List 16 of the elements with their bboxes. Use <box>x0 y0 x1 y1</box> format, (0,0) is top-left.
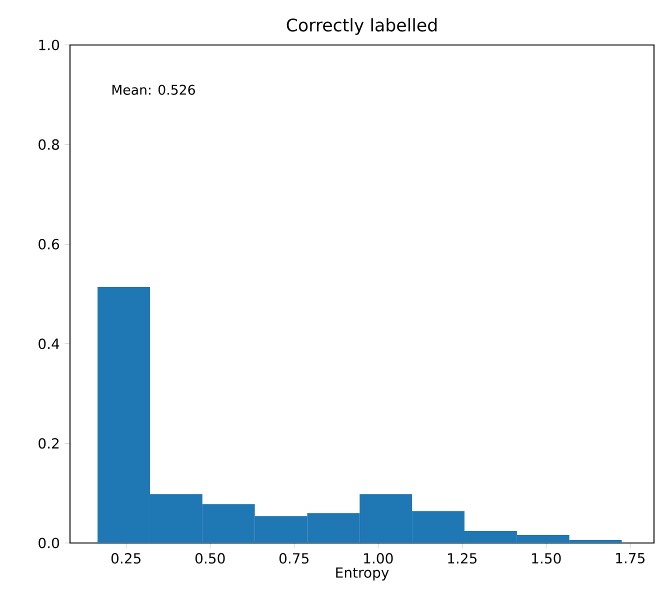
y-tick-label: 1.0 <box>39 40 60 50</box>
x-axis-title: Entropy <box>336 567 389 581</box>
x-tick-label: 0.50 <box>195 553 225 564</box>
chart-title: Correctly labelled <box>286 18 437 35</box>
y-tick-label: 0.8 <box>38 139 59 150</box>
y-tick-label: 0.2 <box>38 438 59 449</box>
x-tick-label: 0.75 <box>279 553 308 564</box>
x-tick-label: 1.50 <box>532 553 561 564</box>
x-tick-label: 1.75 <box>616 553 644 564</box>
x-tick-label: 1.25 <box>448 553 476 564</box>
x-tick-label: 1.00 <box>364 553 393 564</box>
y-tick-label: 0.6 <box>38 238 60 250</box>
y-tick-label: 0.0 <box>38 538 60 548</box>
x-tick-label: 0.25 <box>111 553 140 564</box>
y-tick-label: 0.4 <box>38 338 60 350</box>
annotation: Mean: 0.526 <box>112 84 195 95</box>
